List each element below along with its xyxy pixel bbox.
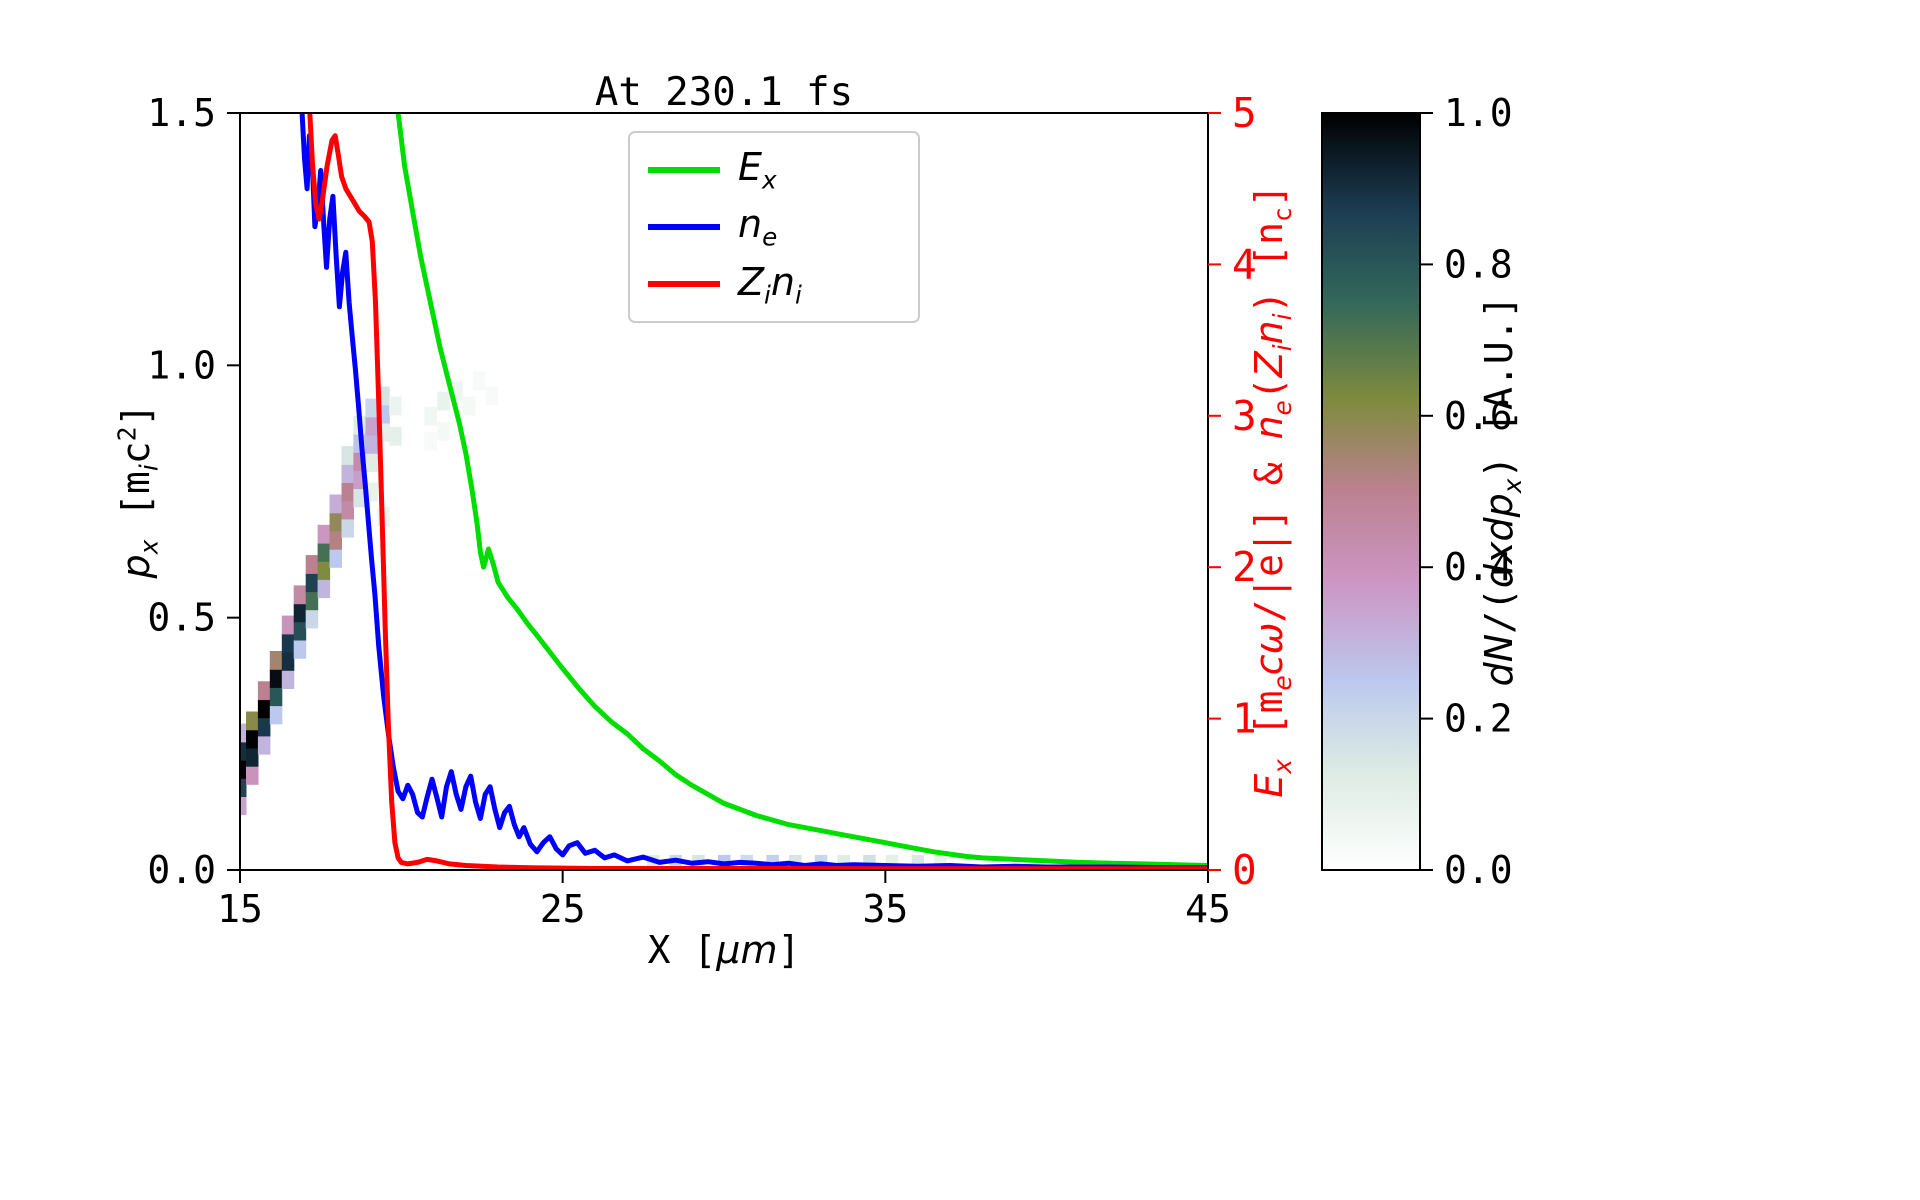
tick-label: 5 [1232, 89, 1257, 137]
tick-label: 0.4 [1444, 545, 1513, 589]
legend-item-ne: ne [630, 202, 918, 252]
tick-label: 1 [1232, 695, 1257, 743]
legend-item-ex: Ex [630, 144, 918, 195]
y-axis-right-label: Ex [mecω/|e|] & ne(Zini) [nc] [1247, 184, 1297, 798]
phase-space-heatmap [240, 371, 947, 870]
legend-label-ex: Ex [738, 144, 777, 195]
plot-title: At 230.1 fs [594, 70, 854, 115]
tick-label: 0.0 [1444, 848, 1513, 892]
tick-label: 0.0 [147, 848, 216, 892]
tick-label: 4 [1232, 240, 1257, 288]
y-axis-left-label: px [mic2] [112, 403, 164, 579]
x-axis-label: X [μm] [647, 928, 801, 972]
tick-label: 2 [1232, 543, 1257, 591]
tick-label: 15 [217, 887, 263, 931]
colorbar-frame [1321, 112, 1421, 871]
tick-label: 1.5 [147, 91, 216, 135]
legend: Ex ne Zini [628, 131, 920, 323]
legend-label-ne: ne [738, 202, 778, 252]
legend-line-ne-icon [648, 223, 720, 230]
tick-label: 25 [540, 887, 586, 931]
tick-label: 0 [1232, 846, 1257, 894]
tick-label: 45 [1185, 887, 1231, 931]
tick-label: 0.6 [1444, 394, 1513, 438]
axes-frame [239, 112, 1209, 871]
zini-curve [307, 113, 1208, 870]
colorbar [1322, 113, 1420, 870]
ne-curve [299, 113, 1208, 870]
ex-curve [395, 113, 1208, 868]
tick-label: 1.0 [1444, 91, 1513, 135]
tick-label: 3 [1232, 392, 1257, 440]
colorbar-label: dN/(dxdpx) [A.U.] [1477, 295, 1527, 687]
tick-label: 0.8 [1444, 242, 1513, 286]
legend-item-zini: Zini [630, 259, 918, 310]
legend-line-ex-icon [648, 166, 720, 173]
curves [299, 113, 1208, 870]
tick-label: 0.5 [147, 596, 216, 640]
legend-line-zini-icon [648, 281, 720, 288]
legend-label-zini: Zini [738, 259, 802, 310]
tick-label: 1.0 [147, 343, 216, 387]
tick-label: 35 [862, 887, 908, 931]
tick-label: 0.2 [1444, 697, 1513, 741]
